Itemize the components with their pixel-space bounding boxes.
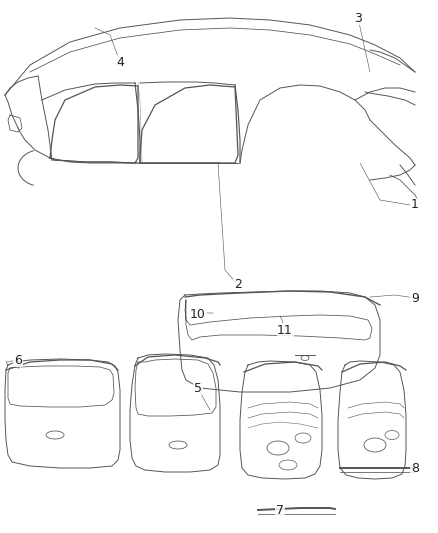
Text: 9: 9 bbox=[411, 292, 419, 304]
Text: 5: 5 bbox=[194, 382, 202, 394]
Text: 10: 10 bbox=[190, 309, 206, 321]
Text: 1: 1 bbox=[411, 198, 419, 212]
Text: 8: 8 bbox=[411, 462, 419, 474]
Text: 7: 7 bbox=[276, 504, 284, 516]
Text: 4: 4 bbox=[116, 55, 124, 69]
Text: 11: 11 bbox=[277, 324, 293, 336]
Text: 2: 2 bbox=[234, 279, 242, 292]
Text: 3: 3 bbox=[354, 12, 362, 25]
Text: 6: 6 bbox=[14, 353, 22, 367]
